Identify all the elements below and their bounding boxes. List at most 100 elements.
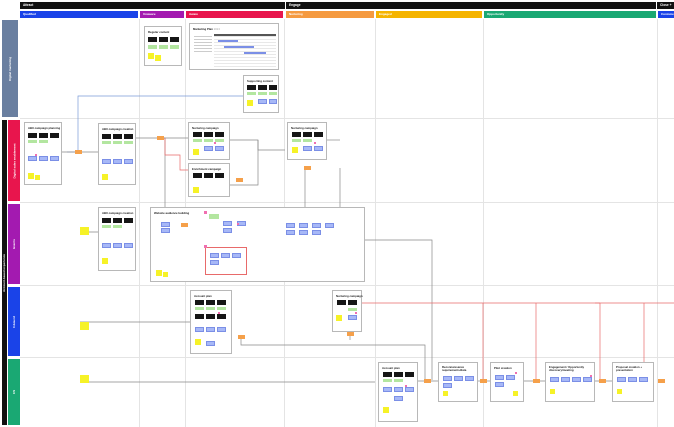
card-enrichment-campaign[interactable]: Enrichment campaign [188, 163, 230, 197]
card-nurturing-campaign[interactable]: Nurturing campaign [188, 122, 230, 160]
sticky-note[interactable] [80, 322, 89, 330]
card-title: ABX campaign creation [102, 211, 134, 215]
task-block [170, 37, 179, 42]
tag-green [217, 307, 226, 310]
card-nurturing-campaign-2[interactable]: Nurturing campaign [287, 122, 327, 160]
task-block [215, 173, 224, 178]
card-pilot-creation[interactable]: Pilot creation [490, 362, 524, 402]
grid-line [657, 19, 658, 427]
stage-opportunity: Opportunity [484, 11, 656, 18]
task-blue [443, 383, 452, 388]
connector-badge[interactable] [599, 379, 606, 383]
task-block [113, 134, 122, 139]
connector-badge[interactable] [658, 379, 665, 383]
card-proposal-creation[interactable]: Proposal creation + presentation [612, 362, 654, 402]
connector-badge[interactable] [347, 332, 354, 336]
sticky-note [513, 391, 518, 396]
tag-green [113, 141, 122, 144]
task-blue [314, 146, 323, 151]
task-blue [124, 159, 133, 164]
card-reconnaissance[interactable]: Reconnaissance requirements/data [438, 362, 478, 402]
task-block [124, 218, 133, 223]
tag-green [39, 140, 48, 143]
tag-green [383, 379, 392, 382]
tag-green [204, 139, 213, 142]
task-blue [221, 253, 230, 258]
grid-line [375, 19, 376, 427]
card-title: Marketing Plan 2024 [193, 27, 220, 31]
task-blue [124, 243, 133, 248]
connector [360, 239, 433, 380]
tag-green [348, 308, 357, 311]
task-blue [583, 377, 592, 382]
sticky-note [28, 173, 34, 179]
tag-green [269, 92, 277, 95]
tag-green [206, 307, 215, 310]
card-engagement-opportunity[interactable]: Engagement / Opportunity discovery/meeti… [545, 362, 595, 402]
task-blue [550, 377, 559, 382]
grid-line [20, 202, 674, 203]
card-abx-campaign-creation-2[interactable]: ABX campaign creation [98, 207, 136, 271]
card-title: Enrichment campaign [192, 167, 222, 171]
card-title: Nurturing campaign [192, 126, 219, 130]
connector-badge[interactable] [304, 166, 311, 170]
tag-green [195, 307, 204, 310]
marker-pink [218, 312, 220, 314]
card-title: Account plan [382, 366, 400, 370]
card-website-audience-building[interactable]: Website audience building [150, 207, 365, 282]
task-blue [113, 243, 122, 248]
task-blue [217, 327, 226, 332]
connector-badge[interactable] [181, 223, 188, 227]
grid-line [20, 357, 674, 358]
sticky-note [193, 149, 199, 155]
marker-pink [35, 154, 37, 156]
stage-nurturing: Nurturing [286, 11, 374, 18]
tag-green [159, 45, 168, 49]
connector-badge[interactable] [157, 136, 164, 140]
task-blue [639, 377, 648, 382]
card-account-plan[interactable]: Account plan [190, 290, 232, 354]
sticky-note [102, 258, 108, 264]
connector-badge[interactable] [75, 150, 82, 154]
card-nurturing-campaign-3[interactable]: Nurturing campaign [332, 290, 363, 332]
task-block [206, 300, 215, 305]
task-blue [572, 377, 581, 382]
sticky-note[interactable] [80, 227, 89, 235]
sticky-note [163, 272, 168, 277]
top-group-attract: Attract [20, 2, 285, 9]
card-title: Nurturing campaign [336, 294, 363, 298]
card-supporting-content[interactable]: Supporting content [243, 75, 279, 113]
stage-qualified: Qualified [20, 11, 138, 18]
card-marketing-plan[interactable]: Marketing Plan 2024 [189, 23, 279, 70]
task-blue [232, 253, 241, 258]
connector-badge[interactable] [533, 379, 540, 383]
card-title: Nurturing campaign [291, 126, 318, 130]
card-abx-campaign-planning[interactable]: ABX campaign planning [24, 122, 62, 185]
task-block [28, 133, 37, 138]
marker-pink [314, 142, 316, 144]
marker-pink [590, 375, 592, 377]
task-blue [312, 230, 321, 235]
sticky-note [336, 315, 342, 321]
task-block [337, 300, 346, 305]
sub-card-events[interactable] [205, 247, 247, 275]
card-regular-content[interactable]: Regular content [144, 26, 182, 66]
sticky-note [195, 339, 201, 345]
connector-badge[interactable] [236, 178, 243, 182]
tag-green [258, 92, 267, 95]
task-blue [506, 375, 515, 380]
sticky-note [148, 53, 154, 59]
task-block [215, 132, 224, 137]
task-block [206, 314, 215, 319]
connector-badge[interactable] [424, 379, 431, 383]
task-block [102, 218, 111, 223]
connector-badge[interactable] [238, 335, 245, 339]
task-block [39, 133, 48, 138]
tag-green [148, 45, 157, 49]
task-block [195, 300, 204, 305]
card-abx-campaign-creation[interactable]: ABX campaign creation [98, 123, 136, 185]
card-account-plan-2[interactable]: Account plan [378, 362, 418, 422]
stage-engaged: Engaged [376, 11, 482, 18]
sticky-note[interactable] [80, 375, 89, 383]
connector-badge[interactable] [480, 379, 487, 383]
